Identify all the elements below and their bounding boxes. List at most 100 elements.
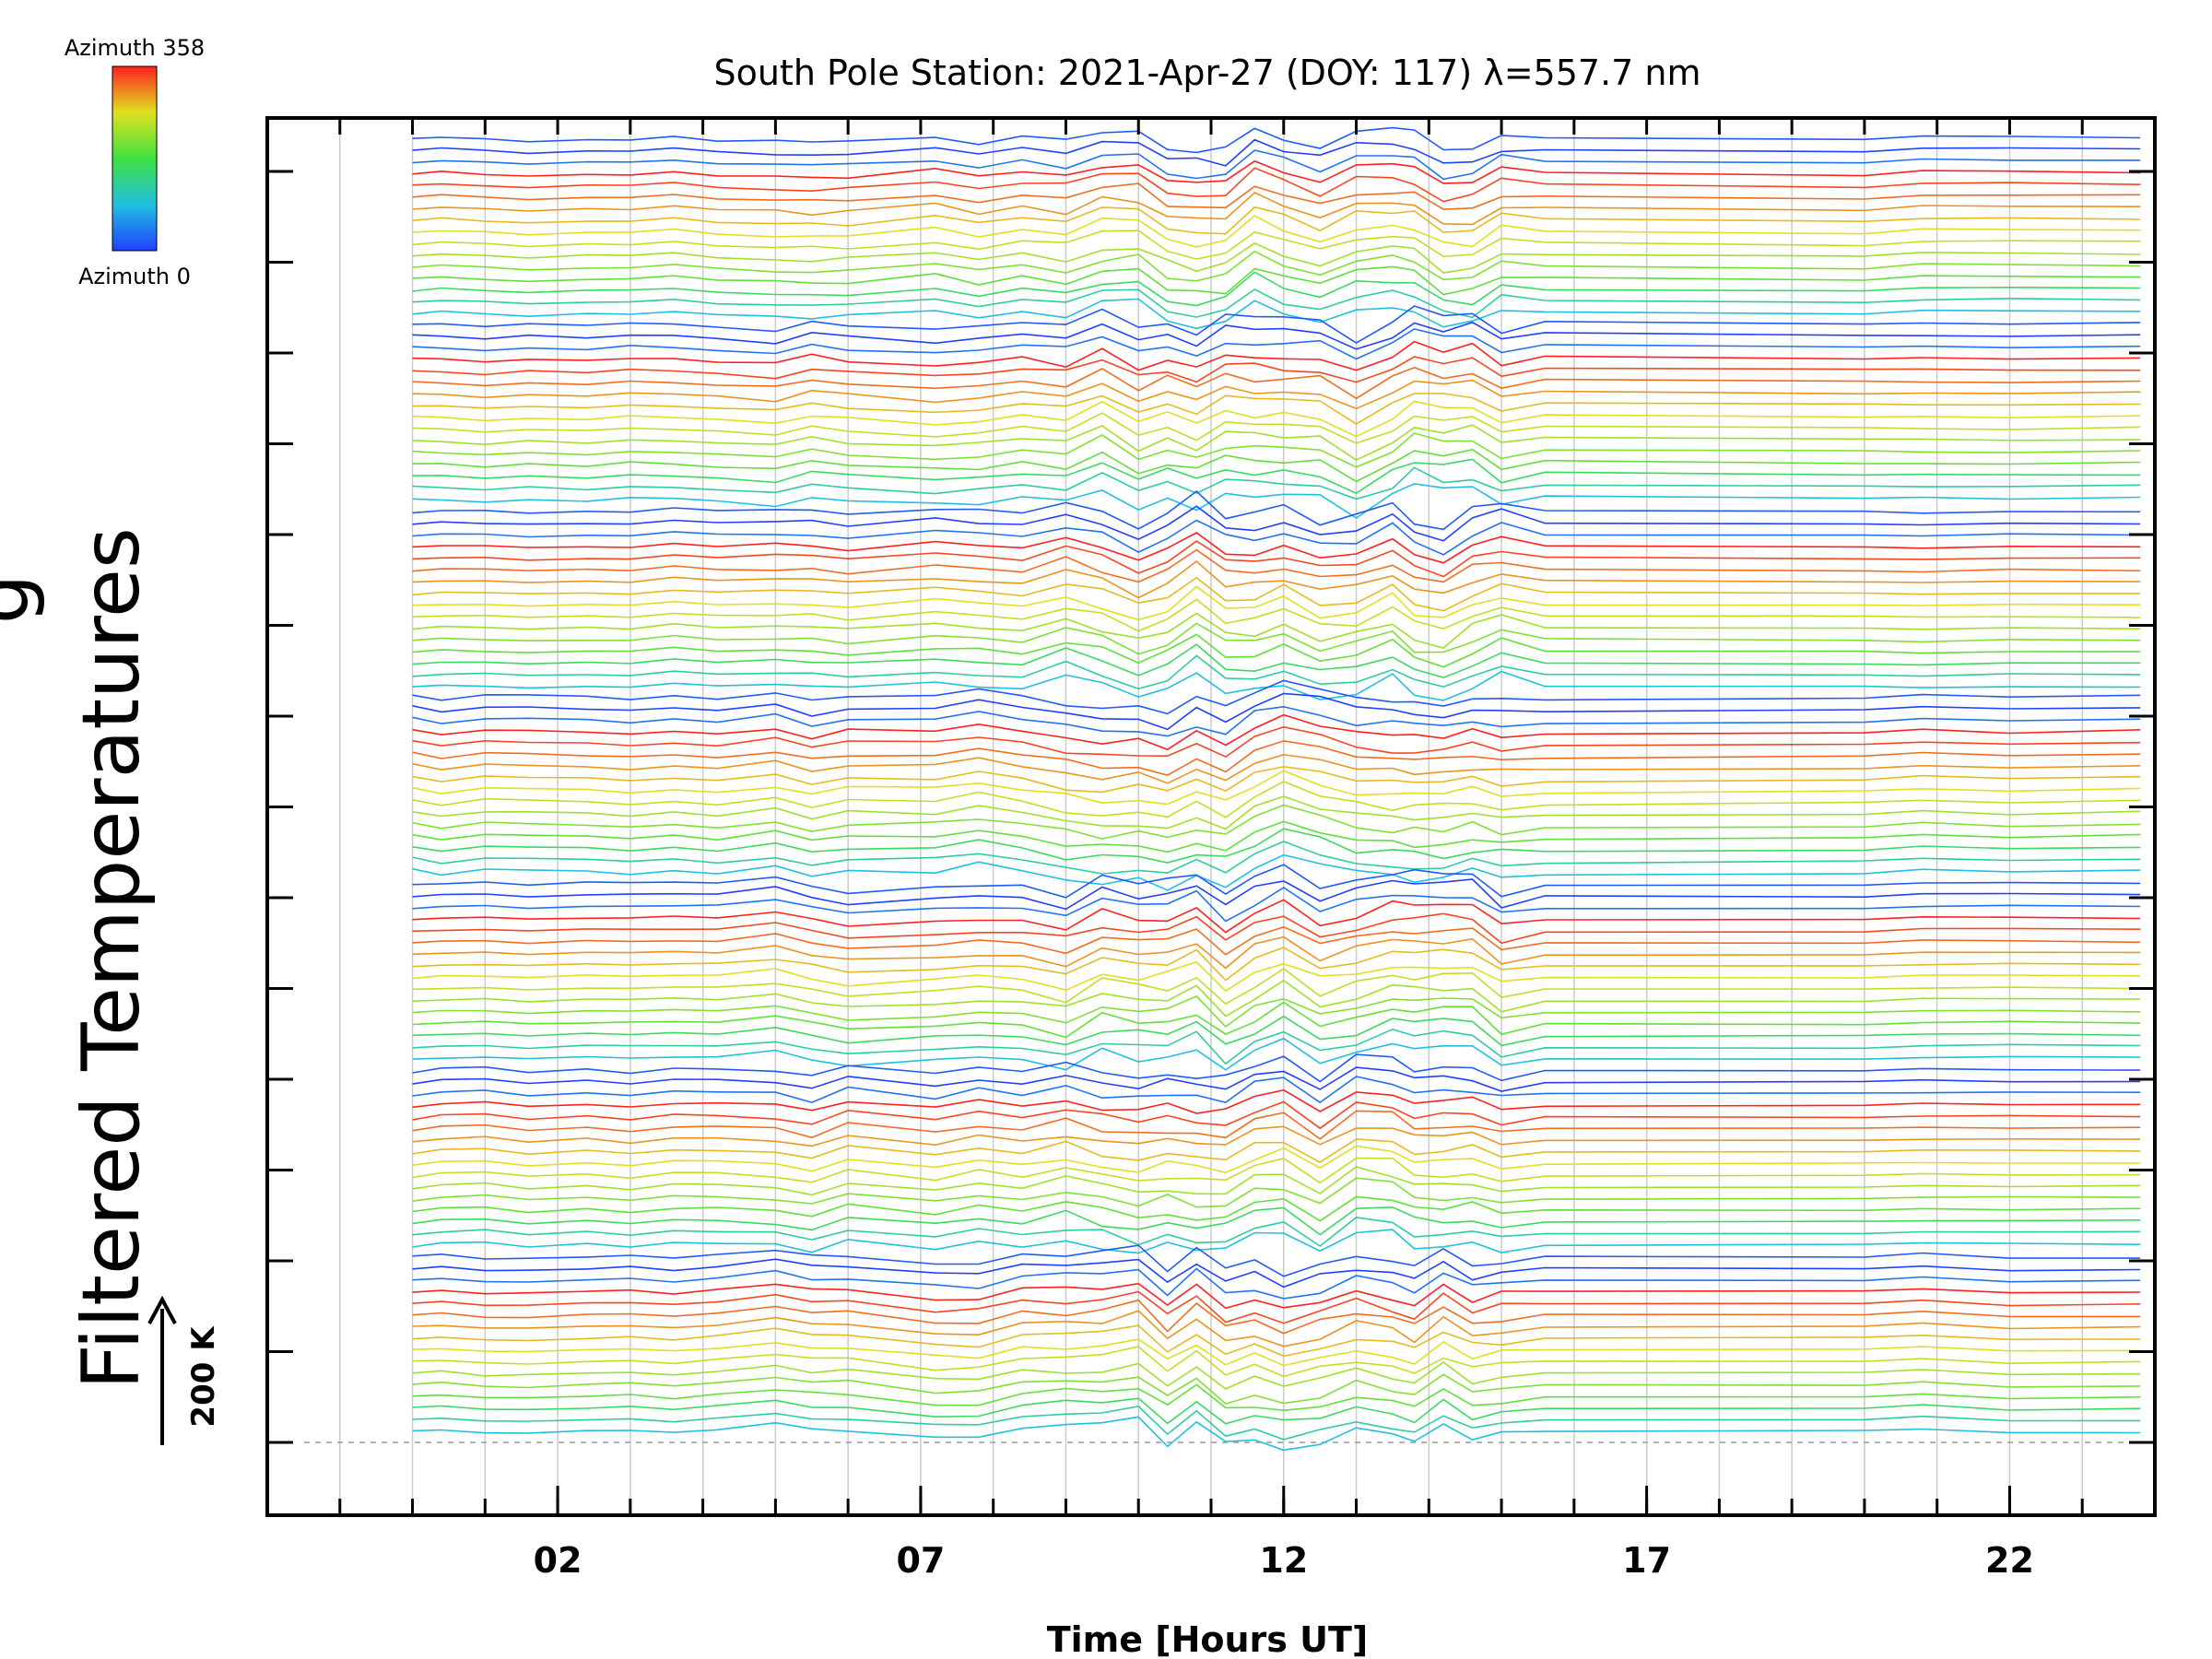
series-line	[412, 1125, 2141, 1147]
series-line	[412, 705, 2141, 737]
series-line	[412, 692, 2141, 731]
series-line	[412, 1217, 2141, 1247]
series-line	[412, 559, 2141, 599]
series-line	[412, 979, 2141, 1018]
series-line	[412, 713, 2141, 751]
series-line	[412, 1258, 2141, 1288]
series-line	[412, 1088, 2141, 1114]
scale-bar-label: 200 K	[185, 1325, 222, 1428]
series-line	[412, 1338, 2141, 1367]
series-line	[412, 795, 2141, 830]
series-line	[412, 1229, 2141, 1254]
series-line	[412, 1138, 2141, 1164]
series-line	[412, 366, 2141, 400]
data-lines	[412, 126, 2141, 1452]
series-line	[412, 820, 2141, 853]
scale-bar: 200 K	[147, 1295, 222, 1445]
series-line	[412, 935, 2141, 970]
series-line	[412, 458, 2141, 495]
series-line	[412, 1015, 2141, 1047]
series-line	[412, 585, 2141, 621]
series-line	[412, 770, 2141, 806]
series-line	[412, 412, 2141, 444]
series-line	[412, 878, 2141, 911]
series-line	[412, 887, 2141, 923]
series-line	[412, 1397, 2141, 1425]
series-line	[412, 1244, 2141, 1277]
series-line	[412, 182, 2141, 210]
series-line	[412, 250, 2141, 282]
series-line	[412, 288, 2141, 319]
series-line	[412, 654, 2141, 690]
series-line	[412, 1001, 2141, 1039]
series-line	[412, 899, 2141, 934]
series-line	[412, 1373, 2141, 1405]
series-line	[412, 483, 2141, 520]
series-line	[412, 432, 2141, 468]
series-line	[412, 1299, 2141, 1335]
series-line	[412, 753, 2141, 784]
series-line	[412, 1053, 2141, 1083]
series-line	[412, 1361, 2141, 1390]
series-line	[412, 864, 2141, 899]
series-line	[412, 167, 2141, 203]
series-line	[412, 466, 2141, 500]
series-line	[412, 1267, 2141, 1300]
series-line	[412, 781, 2141, 818]
series-line	[412, 740, 2141, 776]
colorbar-gradient	[112, 65, 158, 252]
y-axis-label: Filtered Temperatures	[65, 527, 158, 1390]
series-line	[412, 548, 2141, 583]
series-line	[412, 925, 2141, 956]
series-line	[412, 241, 2141, 274]
series-line	[412, 1037, 2141, 1071]
series-line	[412, 214, 2141, 248]
series-line	[412, 1406, 2141, 1441]
series-line	[412, 1145, 2141, 1174]
series-line	[412, 612, 2141, 649]
series-line	[412, 1310, 2141, 1347]
series-line	[412, 841, 2141, 875]
series-line	[412, 505, 2141, 542]
series-line	[412, 159, 2141, 184]
colorbar-bottom-label: Azimuth 0	[78, 264, 191, 289]
series-line	[412, 393, 2141, 425]
series-line	[412, 828, 2141, 864]
series-line	[412, 1416, 2141, 1452]
series-line	[412, 271, 2141, 307]
series-line	[412, 1066, 2141, 1092]
series-line	[412, 206, 2141, 235]
series-line	[412, 1290, 2141, 1324]
series-line	[412, 138, 2141, 167]
series-line	[412, 1346, 2141, 1378]
series-line	[412, 229, 2141, 260]
series-line	[412, 448, 2141, 483]
series-line	[412, 1028, 2141, 1065]
series-line	[412, 519, 2141, 556]
series-line	[412, 489, 2141, 531]
series-line	[412, 1100, 2141, 1130]
series-line	[412, 1324, 2141, 1358]
series-line	[412, 1157, 2141, 1184]
chart-title: South Pole Station: 2021-Apr-27 (DOY: 11…	[713, 53, 1700, 93]
series-line	[412, 149, 2141, 181]
series-line	[412, 994, 2141, 1028]
axes	[265, 116, 2157, 1517]
x-tick-label: 02	[534, 1540, 582, 1581]
series-line	[412, 191, 2141, 226]
series-line	[412, 598, 2141, 632]
x-tick-label: 07	[896, 1540, 945, 1581]
series-line	[412, 1383, 2141, 1412]
series-line	[412, 912, 2141, 945]
series-line	[412, 1195, 2141, 1222]
x-axis-label: Time [Hours UT]	[1047, 1619, 1369, 1659]
series-line	[412, 633, 2141, 668]
series-line	[412, 766, 2141, 794]
series-line	[412, 960, 2141, 993]
series-line	[412, 968, 2141, 1006]
series-line	[412, 305, 2141, 345]
grid-layer	[304, 118, 2155, 1515]
series-line	[412, 126, 2141, 154]
x-tick-labels: 02 07 12 17 22	[534, 1540, 2034, 1581]
